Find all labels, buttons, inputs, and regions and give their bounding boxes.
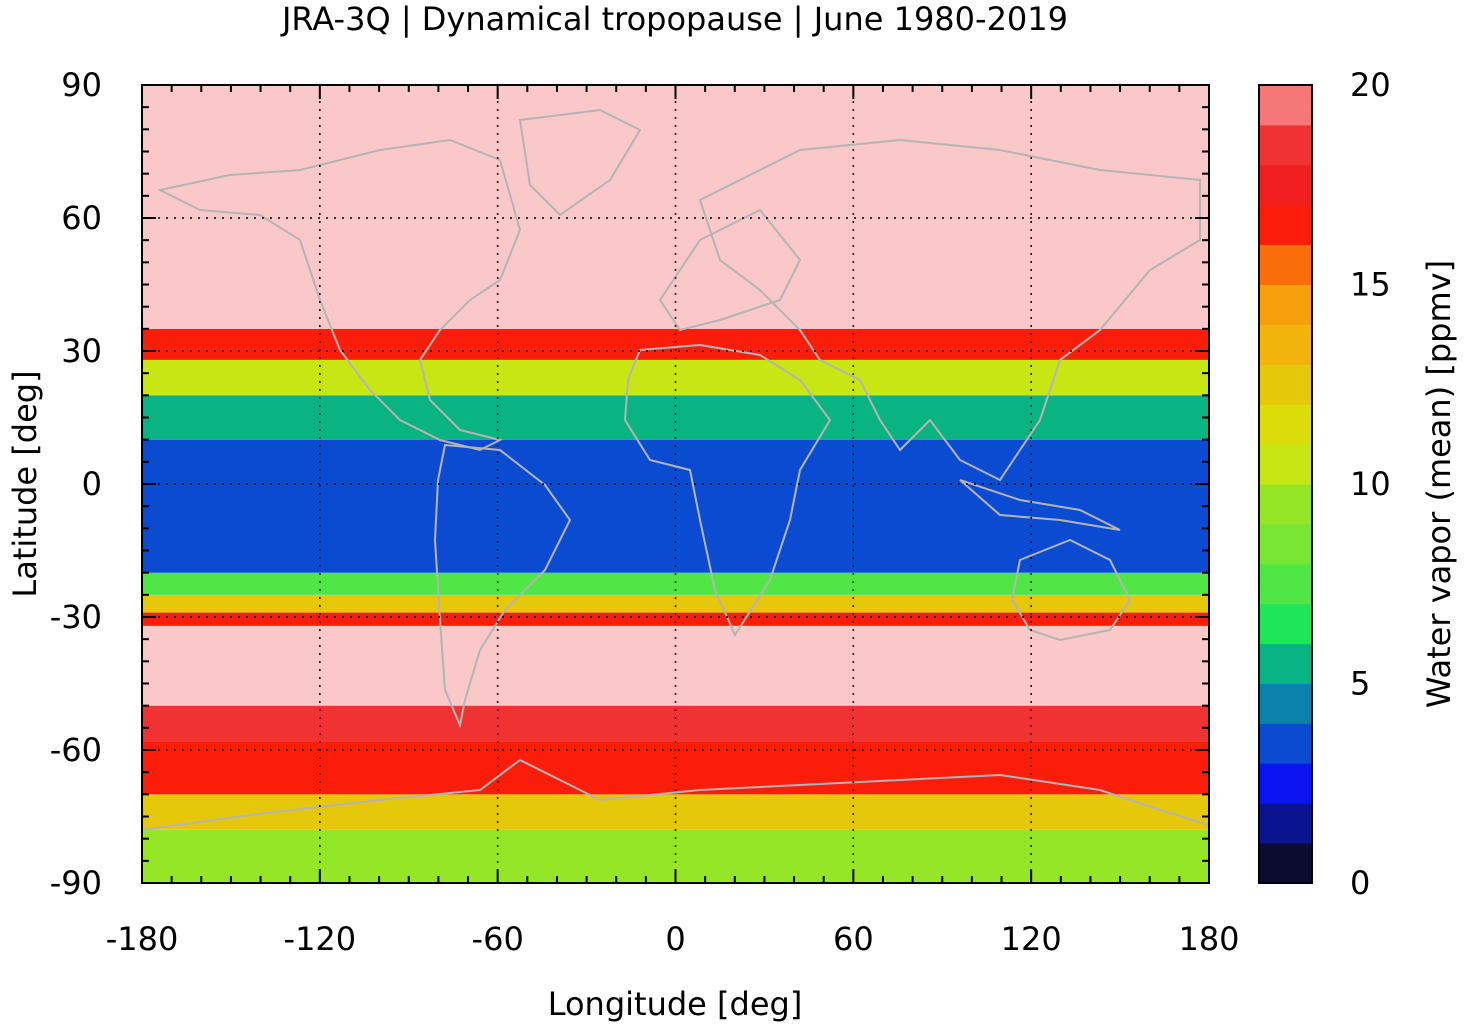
field-band-8 (142, 439, 1209, 573)
coastline-africa-europe (623, 208, 832, 638)
grid-lines (142, 85, 1209, 883)
colorbar-segment (1259, 523, 1312, 565)
colorbar-segment (1259, 404, 1312, 445)
colorbar-segment (1259, 284, 1312, 325)
colorbar-segment (1259, 444, 1312, 485)
coastline-greenland (518, 108, 642, 217)
colorbar-tick-label: 0 (1350, 864, 1370, 902)
colorbar-segment (1259, 324, 1312, 365)
field-band-5 (142, 612, 1209, 626)
y-tick-label: 30 (61, 332, 102, 370)
y-tick-label: -60 (50, 731, 102, 769)
coastline-antarctica (142, 758, 1209, 831)
x-tick-label: 180 (1178, 920, 1239, 958)
colorbar-segment (1259, 85, 1312, 126)
x-tick-label: -60 (472, 920, 524, 958)
colorbar: 0 5 10 15 20 (1259, 66, 1391, 902)
field-band-3 (142, 705, 1209, 742)
colorbar-segment (1259, 763, 1312, 804)
colorbar-segment (1259, 244, 1312, 285)
y-axis-label: Latitude [deg] (6, 370, 44, 597)
y-tick-label: 60 (61, 199, 102, 237)
colorbar-segment (1259, 364, 1312, 405)
x-axis-label: Longitude [deg] (548, 985, 803, 1023)
plot-area (142, 85, 1209, 883)
coastlines (142, 108, 1209, 831)
x-tick-label: 0 (665, 920, 685, 958)
colorbar-segment (1259, 843, 1312, 884)
colorbar-segment (1259, 603, 1312, 645)
coastline-asia (698, 138, 1201, 482)
field-band-4 (142, 625, 1209, 706)
coastline-maritime-continent (959, 479, 1121, 531)
colorbar-segment (1259, 484, 1312, 525)
colorbar-segment (1259, 683, 1312, 724)
field-band-7 (142, 572, 1209, 595)
y-tick-label: 0 (82, 465, 102, 503)
x-tick-label: -180 (106, 920, 179, 958)
coastline-south-america (433, 443, 572, 729)
x-tick-label: 60 (833, 920, 874, 958)
colorbar-segment (1259, 643, 1312, 684)
colorbar-segment (1259, 563, 1312, 605)
colorbar-tick-label: 5 (1350, 665, 1370, 703)
colorbar-tick-label: 10 (1350, 465, 1391, 503)
colorbar-segment (1259, 803, 1312, 844)
field-band-6 (142, 594, 1209, 613)
colorbar-label: Water vapor (mean) [ppmv] (1420, 260, 1458, 708)
colorbar-frame (1258, 84, 1313, 884)
y-tick-label: -30 (50, 598, 102, 636)
colorbar-segment (1259, 723, 1312, 764)
y-tick-label: -90 (50, 864, 102, 902)
x-tick-label: 120 (1001, 920, 1062, 958)
colorbar-segment (1259, 124, 1312, 166)
axes: -180 -120 -60 0 60 120 180 -90 -60 -30 0 30 60 90 (50, 66, 1240, 958)
coastline-australia (1010, 538, 1132, 642)
x-tick-label: -120 (284, 920, 357, 958)
colorbar-segment (1259, 204, 1312, 246)
field-band-1 (142, 794, 1209, 830)
field-band-9 (142, 395, 1209, 440)
y-tick-label: 90 (61, 66, 102, 104)
colorbar-tick-label: 15 (1350, 266, 1391, 304)
coastline-north-america (157, 138, 522, 452)
colorbar-tick-label: 20 (1350, 66, 1391, 104)
chart-title: JRA-3Q | Dynamical tropopause | June 198… (280, 0, 1068, 38)
colorbar-segment (1259, 164, 1312, 206)
